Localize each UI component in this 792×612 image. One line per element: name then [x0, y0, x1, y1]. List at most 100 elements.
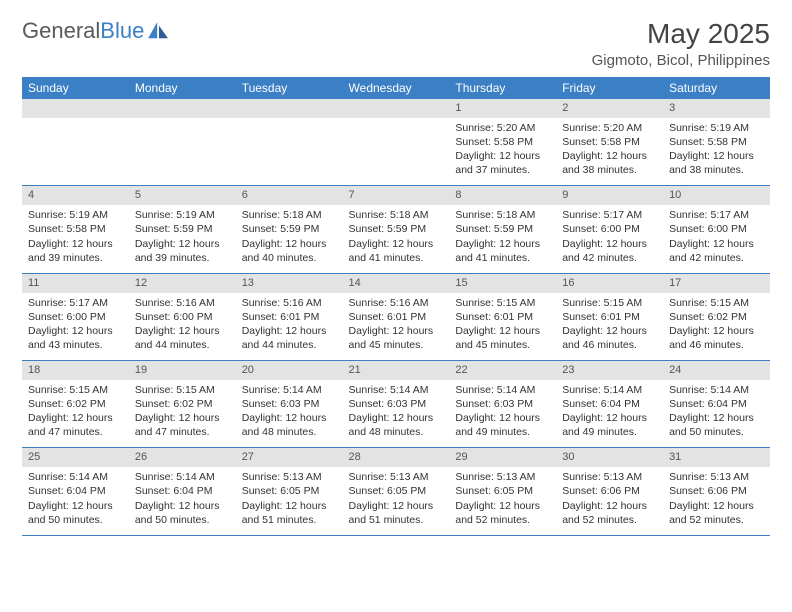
sunset-line: Sunset: 6:05 PM [242, 484, 337, 498]
day-detail-cell: Sunrise: 5:13 AMSunset: 6:06 PMDaylight:… [556, 467, 663, 535]
day-number-cell: 30 [556, 448, 663, 467]
day-detail-cell: Sunrise: 5:15 AMSunset: 6:02 PMDaylight:… [663, 293, 770, 361]
day-number-cell: 31 [663, 448, 770, 467]
sunrise-line: Sunrise: 5:18 AM [349, 208, 444, 222]
day-number-cell: 19 [129, 361, 236, 380]
daylight-line: Daylight: 12 hours and 39 minutes. [135, 237, 230, 265]
sunset-line: Sunset: 5:59 PM [349, 222, 444, 236]
day-detail-cell [236, 118, 343, 186]
day-detail-cell: Sunrise: 5:19 AMSunset: 5:58 PMDaylight:… [663, 118, 770, 186]
day-number-cell: 10 [663, 186, 770, 205]
logo-sail-icon [148, 22, 170, 40]
daylight-line: Daylight: 12 hours and 48 minutes. [242, 411, 337, 439]
sunset-line: Sunset: 5:59 PM [242, 222, 337, 236]
day-number-cell: 12 [129, 273, 236, 292]
daylight-line: Daylight: 12 hours and 49 minutes. [562, 411, 657, 439]
sunset-line: Sunset: 6:04 PM [562, 397, 657, 411]
day-detail-cell: Sunrise: 5:15 AMSunset: 6:01 PMDaylight:… [556, 293, 663, 361]
day-number-row: 45678910 [22, 186, 770, 205]
sunrise-line: Sunrise: 5:19 AM [28, 208, 123, 222]
day-detail-cell: Sunrise: 5:13 AMSunset: 6:06 PMDaylight:… [663, 467, 770, 535]
daylight-line: Daylight: 12 hours and 44 minutes. [135, 324, 230, 352]
day-detail-cell: Sunrise: 5:19 AMSunset: 5:59 PMDaylight:… [129, 205, 236, 273]
sunset-line: Sunset: 5:58 PM [562, 135, 657, 149]
sunset-line: Sunset: 6:01 PM [242, 310, 337, 324]
sunset-line: Sunset: 6:04 PM [135, 484, 230, 498]
daylight-line: Daylight: 12 hours and 38 minutes. [669, 149, 764, 177]
header: GeneralBlue May 2025 Gigmoto, Bicol, Phi… [22, 18, 770, 69]
day-number-cell: 2 [556, 99, 663, 118]
day-number-cell: 23 [556, 361, 663, 380]
sunrise-line: Sunrise: 5:20 AM [455, 121, 550, 135]
sunset-line: Sunset: 6:04 PM [669, 397, 764, 411]
sunset-line: Sunset: 6:02 PM [135, 397, 230, 411]
day-number-cell: 16 [556, 273, 663, 292]
daylight-line: Daylight: 12 hours and 50 minutes. [28, 499, 123, 527]
day-number-cell: 17 [663, 273, 770, 292]
day-detail-cell: Sunrise: 5:14 AMSunset: 6:03 PMDaylight:… [449, 380, 556, 448]
sunrise-line: Sunrise: 5:13 AM [242, 470, 337, 484]
sunset-line: Sunset: 5:58 PM [28, 222, 123, 236]
day-detail-cell: Sunrise: 5:14 AMSunset: 6:03 PMDaylight:… [343, 380, 450, 448]
sunrise-line: Sunrise: 5:13 AM [349, 470, 444, 484]
logo-text: GeneralBlue [22, 18, 144, 44]
sunset-line: Sunset: 6:01 PM [349, 310, 444, 324]
day-detail-row: Sunrise: 5:15 AMSunset: 6:02 PMDaylight:… [22, 380, 770, 448]
sunset-line: Sunset: 6:03 PM [349, 397, 444, 411]
daylight-line: Daylight: 12 hours and 52 minutes. [562, 499, 657, 527]
day-detail-cell: Sunrise: 5:18 AMSunset: 5:59 PMDaylight:… [236, 205, 343, 273]
day-detail-cell: Sunrise: 5:20 AMSunset: 5:58 PMDaylight:… [556, 118, 663, 186]
sunset-line: Sunset: 5:59 PM [135, 222, 230, 236]
day-number-cell: 22 [449, 361, 556, 380]
daylight-line: Daylight: 12 hours and 47 minutes. [135, 411, 230, 439]
sunrise-line: Sunrise: 5:15 AM [135, 383, 230, 397]
day-number-cell: 8 [449, 186, 556, 205]
day-number-row: 11121314151617 [22, 273, 770, 292]
month-title: May 2025 [592, 18, 770, 50]
day-number-row: 25262728293031 [22, 448, 770, 467]
sunset-line: Sunset: 6:06 PM [562, 484, 657, 498]
day-number-cell: 7 [343, 186, 450, 205]
sunset-line: Sunset: 6:06 PM [669, 484, 764, 498]
day-detail-cell: Sunrise: 5:15 AMSunset: 6:02 PMDaylight:… [129, 380, 236, 448]
sunrise-line: Sunrise: 5:16 AM [242, 296, 337, 310]
title-block: May 2025 Gigmoto, Bicol, Philippines [592, 18, 770, 69]
sunrise-line: Sunrise: 5:17 AM [28, 296, 123, 310]
day-detail-cell: Sunrise: 5:13 AMSunset: 6:05 PMDaylight:… [343, 467, 450, 535]
daylight-line: Daylight: 12 hours and 40 minutes. [242, 237, 337, 265]
day-number-cell: 3 [663, 99, 770, 118]
daylight-line: Daylight: 12 hours and 49 minutes. [455, 411, 550, 439]
location-subtitle: Gigmoto, Bicol, Philippines [592, 52, 770, 69]
day-detail-cell: Sunrise: 5:17 AMSunset: 6:00 PMDaylight:… [22, 293, 129, 361]
day-detail-cell: Sunrise: 5:16 AMSunset: 6:01 PMDaylight:… [236, 293, 343, 361]
sunrise-line: Sunrise: 5:14 AM [242, 383, 337, 397]
daylight-line: Daylight: 12 hours and 42 minutes. [562, 237, 657, 265]
day-number-cell: 13 [236, 273, 343, 292]
sunrise-line: Sunrise: 5:15 AM [28, 383, 123, 397]
daylight-line: Daylight: 12 hours and 44 minutes. [242, 324, 337, 352]
day-detail-row: Sunrise: 5:17 AMSunset: 6:00 PMDaylight:… [22, 293, 770, 361]
sunrise-line: Sunrise: 5:13 AM [669, 470, 764, 484]
day-number-cell: 26 [129, 448, 236, 467]
sunrise-line: Sunrise: 5:20 AM [562, 121, 657, 135]
day-number-cell: 6 [236, 186, 343, 205]
sunrise-line: Sunrise: 5:16 AM [349, 296, 444, 310]
day-detail-cell: Sunrise: 5:20 AMSunset: 5:58 PMDaylight:… [449, 118, 556, 186]
daylight-line: Daylight: 12 hours and 45 minutes. [349, 324, 444, 352]
calendar-table: Sunday Monday Tuesday Wednesday Thursday… [22, 77, 770, 536]
day-number-cell: 15 [449, 273, 556, 292]
sunrise-line: Sunrise: 5:13 AM [455, 470, 550, 484]
day-detail-cell: Sunrise: 5:16 AMSunset: 6:01 PMDaylight:… [343, 293, 450, 361]
day-detail-cell: Sunrise: 5:14 AMSunset: 6:04 PMDaylight:… [663, 380, 770, 448]
daylight-line: Daylight: 12 hours and 52 minutes. [455, 499, 550, 527]
daylight-line: Daylight: 12 hours and 41 minutes. [455, 237, 550, 265]
weekday-header: Tuesday [236, 77, 343, 99]
day-number-cell: 24 [663, 361, 770, 380]
weekday-header: Friday [556, 77, 663, 99]
sunrise-line: Sunrise: 5:15 AM [455, 296, 550, 310]
daylight-line: Daylight: 12 hours and 50 minutes. [669, 411, 764, 439]
daylight-line: Daylight: 12 hours and 39 minutes. [28, 237, 123, 265]
calendar-page: GeneralBlue May 2025 Gigmoto, Bicol, Phi… [0, 0, 792, 554]
day-detail-cell: Sunrise: 5:14 AMSunset: 6:04 PMDaylight:… [22, 467, 129, 535]
daylight-line: Daylight: 12 hours and 38 minutes. [562, 149, 657, 177]
